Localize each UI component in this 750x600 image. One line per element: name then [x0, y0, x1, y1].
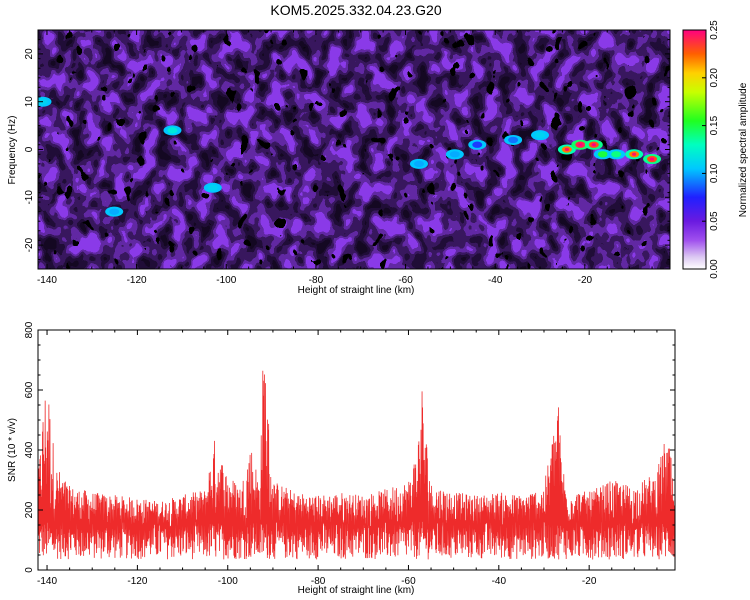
- heatmap-hotspot-core: [591, 143, 597, 147]
- y-tick-label: 800: [24, 321, 35, 338]
- heatmap-hotspot: [167, 127, 178, 134]
- x-tick-label: -20: [578, 275, 593, 286]
- y-tick-label: -10: [24, 190, 35, 205]
- y-tick-label: 400: [24, 441, 35, 458]
- x-tick-label: -100: [218, 576, 238, 587]
- heatmap-hotspot-core: [564, 147, 570, 152]
- colorbar-tick-label: 0.25: [709, 20, 720, 40]
- x-tick-label: -120: [127, 275, 147, 286]
- x-tick-label: -120: [127, 576, 147, 587]
- x-tick-label: -80: [311, 576, 326, 587]
- x-tick-label: -60: [398, 275, 413, 286]
- snr-series-line: [38, 370, 675, 560]
- y-tick-label: 600: [24, 381, 35, 398]
- x-tick-label: -60: [401, 576, 416, 587]
- snr-ylabel: SNR (10 * v/v): [7, 418, 18, 482]
- heatmap-hotspot: [597, 151, 608, 158]
- x-tick-label: -100: [216, 275, 236, 286]
- heatmap-hotspot-core: [649, 157, 655, 161]
- colorbar-tick-label: 0.10: [709, 163, 720, 183]
- y-tick-label: 200: [24, 501, 35, 518]
- colorbar-gradient: [682, 29, 707, 270]
- snr-axes: -140 -120 -100 -80 -60 -40 -20 0 200 400 600 800: [24, 321, 675, 587]
- colorbar-tick-label: 0.05: [709, 211, 720, 231]
- x-tick-label: -80: [309, 275, 324, 286]
- heatmap-hotspot: [449, 151, 460, 158]
- heatmap-hotspot: [109, 208, 120, 215]
- heatmap-hotspot: [611, 151, 622, 158]
- heatmap-hotspot: [472, 141, 483, 148]
- heatmap-hotspot-core: [631, 152, 637, 156]
- y-tick-label: 0: [24, 146, 35, 152]
- heatmap-hotspot: [413, 160, 424, 168]
- x-tick-label: -20: [582, 576, 597, 587]
- colorbar-ticks: 0.00 0.05 0.10 0.15 0.20 0.25: [702, 20, 720, 279]
- colorbar-tick-label: 0.20: [709, 68, 720, 88]
- snr-panel: -140 -120 -100 -80 -60 -40 -20 0 200 400 600 800 He…: [7, 321, 676, 596]
- heatmap-hotspot-core: [578, 143, 583, 147]
- snr-xlabel: Height of straight line (km): [298, 585, 415, 596]
- y-tick-label: 0: [24, 567, 35, 573]
- heatmap-xlabel: Height of straight line (km): [298, 285, 415, 296]
- x-tick-label: -140: [37, 576, 57, 587]
- figure-title: KOM5.2025.332.04.23.G20: [270, 2, 441, 18]
- colorbar-tick-label: 0.00: [709, 259, 720, 279]
- heatmap-image: [38, 30, 670, 269]
- heatmap-hotspot: [207, 184, 218, 191]
- heatmap-hotspot: [535, 131, 546, 139]
- colorbar: 0.00 0.05 0.10 0.15 0.20 0.25 Normalized spec…: [682, 20, 749, 279]
- heatmap-hotspot: [508, 136, 519, 144]
- colorbar-label: Normalized spectral amplitude: [738, 82, 749, 217]
- heatmap-ylabel: Frequency (Hz): [7, 116, 18, 185]
- x-tick-label: -40: [488, 275, 503, 286]
- x-tick-label: -40: [492, 576, 507, 587]
- y-tick-label: -20: [24, 237, 35, 252]
- colorbar-tick-label: 0.15: [709, 115, 720, 135]
- y-tick-label: 10: [24, 96, 35, 108]
- heatmap-hot-spots: [38, 96, 662, 217]
- y-tick-label: 20: [24, 48, 35, 60]
- x-tick-label: -140: [37, 275, 57, 286]
